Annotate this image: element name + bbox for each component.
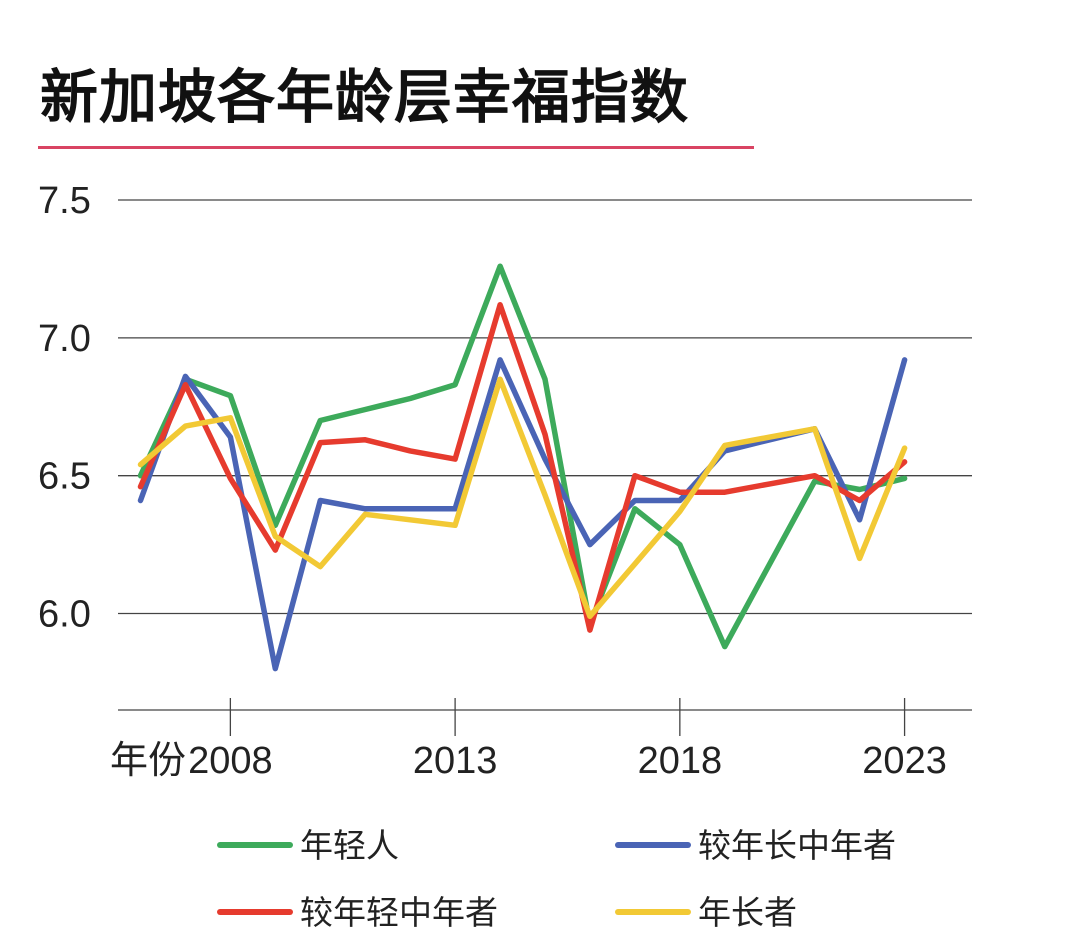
series-line (137, 376, 908, 620)
gridlines (118, 199, 972, 615)
series-line (137, 263, 908, 650)
chart-title: 新加坡各年龄层幸福指数 (40, 63, 690, 131)
tick-labels: 6.0 6.5 7.0 7.5 2008 2013 2018 2023 年份 (38, 180, 947, 782)
y-tick-label: 6.0 (38, 594, 91, 636)
legend-label: 年长者 (698, 893, 797, 932)
x-tick-label: 2023 (862, 740, 947, 782)
legend-label: 年轻人 (300, 826, 399, 865)
x-tick-label: 2008 (188, 740, 273, 782)
y-tick-label: 7.0 (38, 318, 91, 360)
series-lines (137, 263, 908, 672)
y-tick-label: 7.5 (38, 180, 91, 222)
x-axis (118, 698, 972, 736)
x-tick-label: 2018 (638, 740, 723, 782)
x-axis-label: 年份 (110, 740, 186, 782)
x-tick-label: 2013 (413, 740, 498, 782)
legend-label: 较年轻中年者 (300, 893, 498, 932)
legend-label: 较年长中年者 (698, 826, 896, 865)
y-tick-label: 6.5 (38, 456, 91, 498)
title-underline (38, 146, 754, 149)
series-line (137, 302, 908, 633)
